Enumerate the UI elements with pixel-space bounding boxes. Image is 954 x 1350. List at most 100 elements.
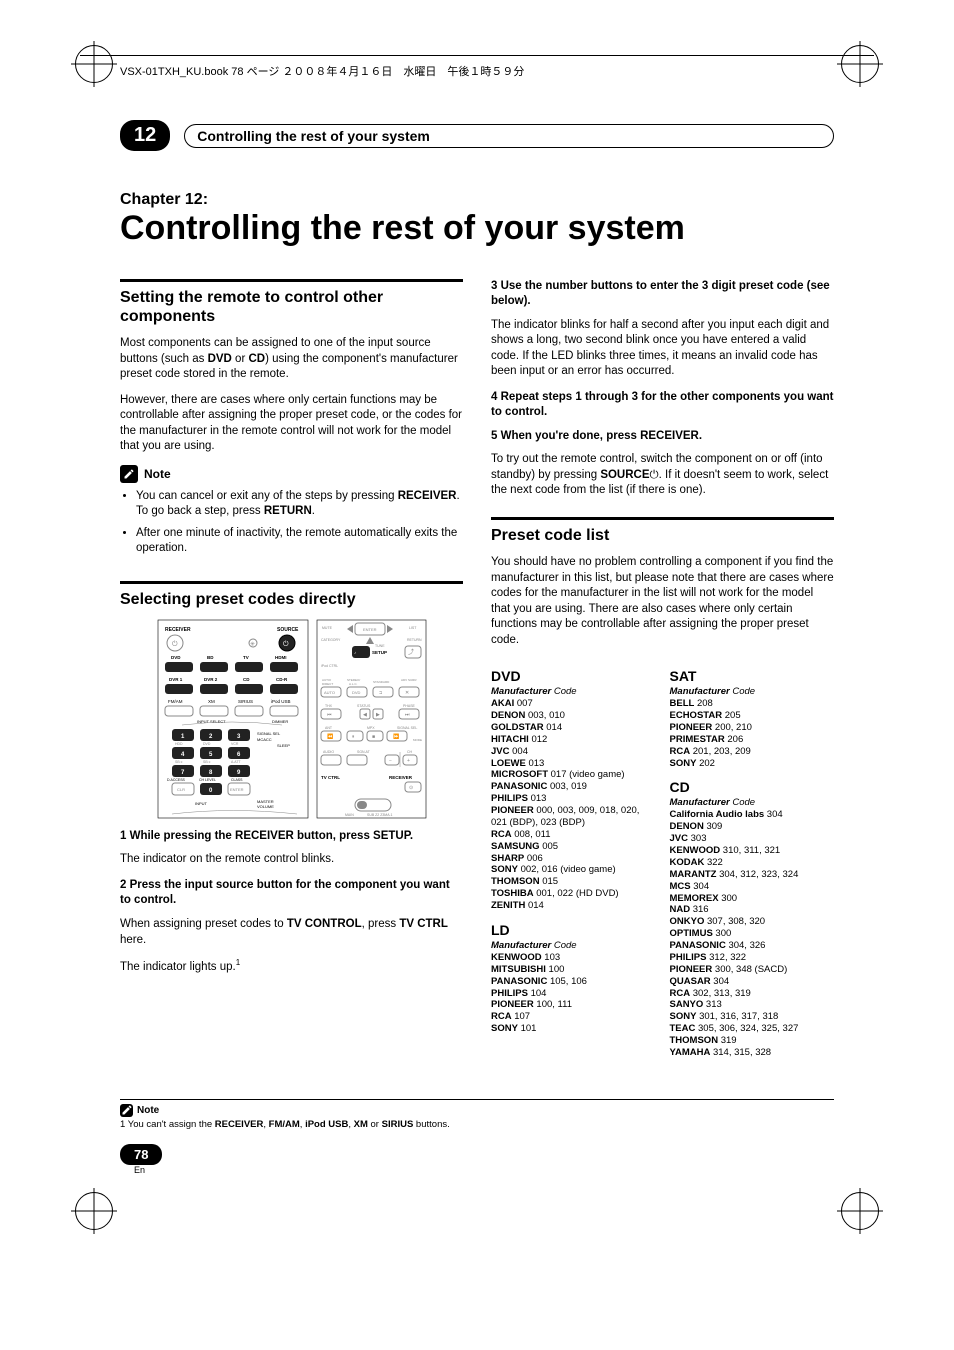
mfr-entry: YAMAHA 314, 315, 328	[670, 1047, 835, 1059]
mfr-entry: SONY 002, 016 (video game)	[491, 864, 656, 876]
chapter-bar: 12 Controlling the rest of your system	[120, 120, 834, 151]
svg-text:DIRECT: DIRECT	[322, 682, 333, 686]
category-cd: CD	[670, 779, 835, 795]
svg-text:DIMMER: DIMMER	[272, 719, 288, 724]
paragraph: However, there are cases where only cert…	[120, 393, 463, 455]
svg-text:✳: ✳	[250, 641, 255, 648]
mfr-entry: AKAI 007	[491, 698, 656, 710]
step-2-text2: The indicator lights up.1	[120, 958, 463, 975]
svg-text:DVR 2: DVR 2	[204, 677, 218, 682]
svg-text:CLASS: CLASS	[231, 778, 243, 782]
svg-text:⏪: ⏪	[327, 733, 333, 740]
mfr-entry: THOMSON 015	[491, 876, 656, 888]
mfr-entry: MEMOREX 300	[670, 893, 835, 905]
svg-text:MCACC: MCACC	[257, 737, 272, 742]
mfr-entry: TOSHIBA 001, 022 (HD DVD)	[491, 888, 656, 900]
mfr-header: Manufacturer Code	[670, 797, 835, 808]
mfr-entry: KODAK 322	[670, 857, 835, 869]
mfr-header: Manufacturer Code	[491, 940, 656, 951]
svg-text:HDMI: HDMI	[275, 655, 287, 660]
mfr-entry: OPTIMUS 300	[670, 928, 835, 940]
footer-rule	[120, 1099, 834, 1100]
mfr-entry: MCS 304	[670, 881, 835, 893]
pencil-icon	[120, 1104, 133, 1117]
mfr-entry: TEAC 305, 306, 324, 325, 327	[670, 1023, 835, 1035]
svg-text:ENTER: ENTER	[230, 787, 244, 792]
svg-text:THX: THX	[325, 704, 333, 708]
mfr-entry: PIONEER 300, 348 (SACD)	[670, 964, 835, 976]
note-item: After one minute of inactivity, the remo…	[136, 526, 463, 557]
svg-text:MAIN: MAIN	[345, 813, 354, 817]
mfr-header: Manufacturer Code	[491, 686, 656, 697]
mfr-entry: SAMSUNG 005	[491, 841, 656, 853]
svg-text:SIGNAL SEL: SIGNAL SEL	[397, 726, 417, 730]
step-2: 2 Press the input source button for the …	[120, 878, 463, 909]
registration-mark	[841, 45, 879, 83]
remote-diagram: RECEIVER SOURCE ⏻ ✳ ⏻ DVD BD TV HDMI DVR…	[157, 619, 427, 819]
step-5-text: To try out the remote control, switch th…	[491, 452, 834, 499]
sat-list: BELL 208ECHOSTAR 205PIONEER 200, 210PRIM…	[670, 698, 835, 769]
svg-text:TV CTRL: TV CTRL	[321, 775, 340, 780]
svg-text:MUTE: MUTE	[322, 626, 333, 630]
mfr-entry: PIONEER 200, 210	[670, 722, 835, 734]
svg-text:◀: ◀	[363, 712, 367, 718]
svg-text:MODE: MODE	[413, 738, 422, 742]
svg-text:INPUT: INPUT	[195, 801, 208, 806]
svg-text:RECEIVER: RECEIVER	[165, 627, 191, 633]
footnote-heading: Note	[120, 1104, 834, 1117]
mfr-entry: ECHOSTAR 205	[670, 710, 835, 722]
svg-text:A.ATT: A.ATT	[231, 760, 242, 764]
category-dvd: DVD	[491, 668, 656, 684]
mfr-entry: KENWOOD 310, 311, 321	[670, 845, 835, 857]
svg-text:SGN.AT: SGN.AT	[357, 750, 371, 754]
mfr-entry: PIONEER 100, 111	[491, 999, 656, 1011]
svg-text:SUB Z2 Z3MA.1: SUB Z2 Z3MA.1	[367, 813, 393, 817]
svg-text:STANDARD: STANDARD	[373, 680, 390, 684]
chapter-number-badge: 12	[120, 120, 170, 151]
paragraph: Most components can be assigned to one o…	[120, 336, 463, 383]
svg-text:STATUS: STATUS	[357, 704, 371, 708]
svg-text:DVD: DVD	[352, 690, 361, 695]
mfr-entry: PANASONIC 304, 326	[670, 940, 835, 952]
svg-text:⊐: ⊐	[379, 690, 382, 695]
cd-list: California Audio labs 304DENON 309JVC 30…	[670, 809, 835, 1058]
svg-text:SIGNAL SEL: SIGNAL SEL	[257, 731, 281, 736]
mfr-entry: DENON 309	[670, 821, 835, 833]
header-book-line: VSX-01TXH_KU.book 78 ページ ２００８年４月１６日 水曜日 …	[120, 63, 524, 79]
preset-code-columns: DVD Manufacturer Code AKAI 007DENON 003,…	[491, 658, 834, 1059]
step-3-text: The indicator blinks for half a second a…	[491, 318, 834, 380]
mfr-entry: JVC 004	[491, 746, 656, 758]
mfr-entry: JVC 303	[670, 833, 835, 845]
chapter-title: Controlling the rest of your system	[120, 211, 834, 247]
svg-text:SB c: SB c	[175, 760, 183, 764]
mfr-entry: NAD 316	[670, 904, 835, 916]
svg-text:RECEIVER: RECEIVER	[389, 775, 413, 780]
category-sat: SAT	[670, 668, 835, 684]
dvd-list: AKAI 007DENON 003, 010GOLDSTAR 014HITACH…	[491, 698, 656, 912]
section-rule	[120, 581, 463, 584]
svg-text:HDD: HDD	[175, 742, 183, 746]
svg-text:PHASE: PHASE	[403, 704, 416, 708]
svg-text:⤴: ⤴	[408, 648, 414, 656]
page-language: En	[134, 1165, 834, 1175]
mfr-header: Manufacturer Code	[670, 686, 835, 697]
mfr-entry: PANASONIC 105, 106	[491, 976, 656, 988]
mfr-entry: SONY 202	[670, 758, 835, 770]
svg-text:⏻: ⏻	[283, 640, 289, 648]
svg-text:SB c: SB c	[203, 760, 211, 764]
svg-text:RETURN: RETURN	[407, 638, 422, 642]
mfr-entry: SONY 301, 316, 317, 318	[670, 1011, 835, 1023]
step-5: 5 When you're done, press RECEIVER.	[491, 429, 834, 445]
svg-text:⏩: ⏩	[393, 733, 399, 740]
svg-text:−: −	[389, 758, 392, 764]
ld-list: KENWOOD 103MITSUBISHI 100PANASONIC 105, …	[491, 952, 656, 1035]
mfr-entry: MITSUBISHI 100	[491, 964, 656, 976]
svg-text:XM: XM	[208, 699, 215, 704]
registration-mark	[841, 1192, 879, 1230]
svg-text:♪: ♪	[354, 650, 356, 655]
svg-text:SETUP: SETUP	[372, 650, 387, 655]
svg-text:iPod USB: iPod USB	[271, 699, 291, 704]
mfr-entry: PIONEER 000, 003, 009, 018, 020, 021 (BD…	[491, 805, 656, 829]
preset-intro: You should have no problem controlling a…	[491, 555, 834, 648]
mfr-entry: THOMSON 319	[670, 1035, 835, 1047]
